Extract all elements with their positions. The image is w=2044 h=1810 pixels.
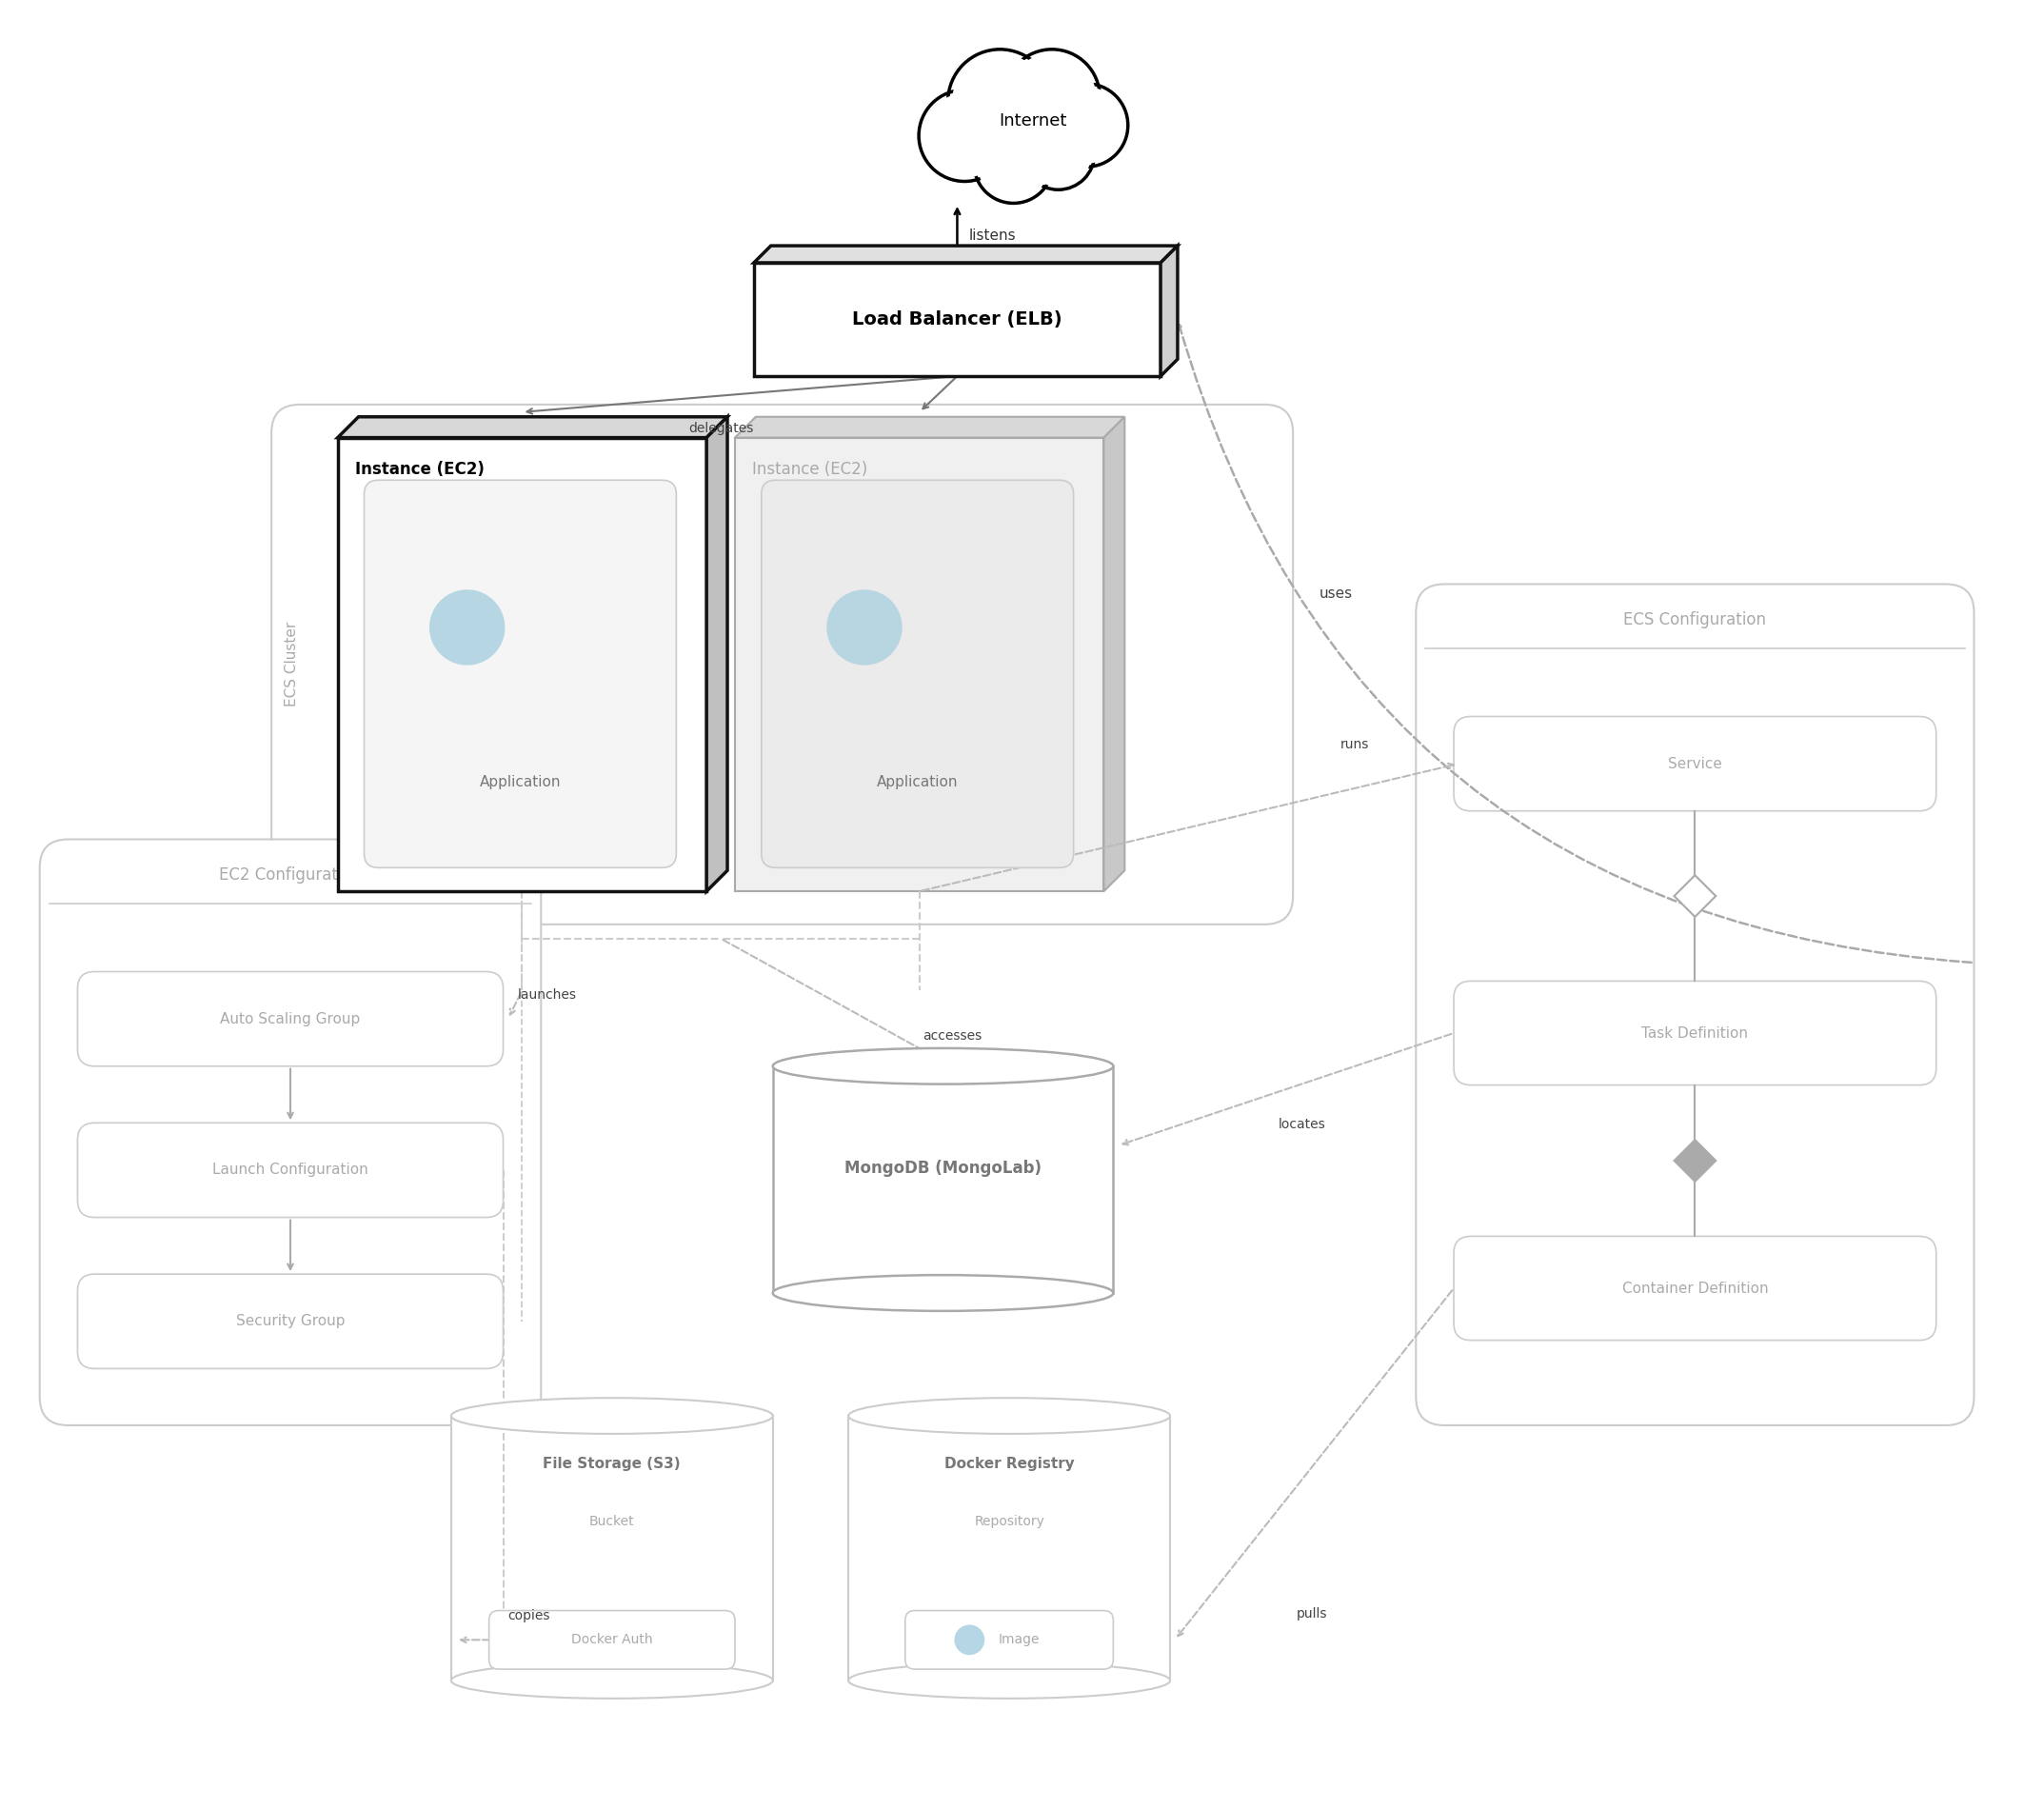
Text: delegates: delegates xyxy=(689,422,754,434)
FancyBboxPatch shape xyxy=(489,1611,736,1669)
FancyBboxPatch shape xyxy=(364,480,677,867)
Circle shape xyxy=(920,91,1010,181)
Polygon shape xyxy=(1161,246,1177,376)
Polygon shape xyxy=(337,416,728,438)
Text: accesses: accesses xyxy=(922,1030,981,1043)
Ellipse shape xyxy=(452,1397,773,1434)
Text: Instance (EC2): Instance (EC2) xyxy=(356,462,484,478)
Polygon shape xyxy=(707,416,728,891)
Text: Repository: Repository xyxy=(975,1515,1044,1528)
Text: listens: listens xyxy=(969,228,1016,243)
Polygon shape xyxy=(1674,876,1715,918)
Ellipse shape xyxy=(773,1274,1114,1310)
FancyBboxPatch shape xyxy=(78,1274,503,1368)
Ellipse shape xyxy=(773,1048,1114,1084)
FancyBboxPatch shape xyxy=(39,840,542,1424)
Polygon shape xyxy=(736,416,1124,438)
Text: runs: runs xyxy=(1339,738,1369,751)
FancyBboxPatch shape xyxy=(905,1611,1114,1669)
Text: EC2 Configuration: EC2 Configuration xyxy=(219,867,362,883)
Text: Container Definition: Container Definition xyxy=(1621,1281,1768,1296)
Circle shape xyxy=(1022,118,1096,190)
Ellipse shape xyxy=(848,1397,1169,1434)
Circle shape xyxy=(1044,83,1128,167)
Ellipse shape xyxy=(452,1663,773,1698)
Circle shape xyxy=(1004,49,1100,145)
Text: ECS Cluster: ECS Cluster xyxy=(284,623,298,708)
Text: Security Group: Security Group xyxy=(235,1314,345,1329)
Polygon shape xyxy=(452,1415,773,1680)
Circle shape xyxy=(1008,52,1096,141)
Text: Internet: Internet xyxy=(1000,112,1067,130)
Circle shape xyxy=(973,125,1053,203)
Polygon shape xyxy=(1104,416,1124,891)
Polygon shape xyxy=(754,246,1177,262)
Circle shape xyxy=(1024,119,1091,186)
Text: Task Definition: Task Definition xyxy=(1641,1026,1748,1041)
Polygon shape xyxy=(1674,1140,1715,1182)
Text: Docker Auth: Docker Auth xyxy=(570,1633,652,1647)
Circle shape xyxy=(953,54,1049,148)
Polygon shape xyxy=(736,438,1104,891)
Text: locates: locates xyxy=(1280,1119,1327,1131)
Text: Application: Application xyxy=(480,775,560,789)
Text: Application: Application xyxy=(877,775,959,789)
Circle shape xyxy=(948,49,1053,154)
Text: MongoDB (MongoLab): MongoDB (MongoLab) xyxy=(844,1160,1042,1176)
Text: Image: Image xyxy=(997,1633,1040,1647)
FancyBboxPatch shape xyxy=(762,480,1073,867)
FancyBboxPatch shape xyxy=(78,1122,503,1218)
Text: Service: Service xyxy=(1668,757,1721,771)
Text: Instance (EC2): Instance (EC2) xyxy=(752,462,867,478)
Text: Auto Scaling Group: Auto Scaling Group xyxy=(221,1012,360,1026)
FancyBboxPatch shape xyxy=(1453,1236,1936,1339)
Text: File Storage (S3): File Storage (S3) xyxy=(544,1457,681,1472)
Text: Load Balancer (ELB): Load Balancer (ELB) xyxy=(852,311,1063,328)
Text: Launch Configuration: Launch Configuration xyxy=(213,1164,368,1176)
FancyBboxPatch shape xyxy=(1453,981,1936,1084)
FancyBboxPatch shape xyxy=(1453,717,1936,811)
Circle shape xyxy=(1049,87,1124,163)
Polygon shape xyxy=(848,1415,1169,1680)
FancyBboxPatch shape xyxy=(78,972,503,1066)
Circle shape xyxy=(429,590,505,666)
Polygon shape xyxy=(337,438,707,891)
Polygon shape xyxy=(754,262,1161,376)
FancyBboxPatch shape xyxy=(1416,585,1975,1424)
Text: uses: uses xyxy=(1320,586,1353,601)
Text: launches: launches xyxy=(517,988,576,1003)
Text: ECS Configuration: ECS Configuration xyxy=(1623,612,1766,628)
FancyBboxPatch shape xyxy=(272,404,1294,925)
Ellipse shape xyxy=(848,1663,1169,1698)
Text: Docker Registry: Docker Registry xyxy=(944,1457,1075,1472)
Text: Bucket: Bucket xyxy=(589,1515,634,1528)
Polygon shape xyxy=(773,1066,1114,1292)
Text: copies: copies xyxy=(507,1609,550,1624)
Circle shape xyxy=(922,94,1008,177)
Text: pulls: pulls xyxy=(1296,1607,1327,1622)
Circle shape xyxy=(826,590,901,666)
Circle shape xyxy=(955,1625,985,1654)
Circle shape xyxy=(977,127,1051,201)
